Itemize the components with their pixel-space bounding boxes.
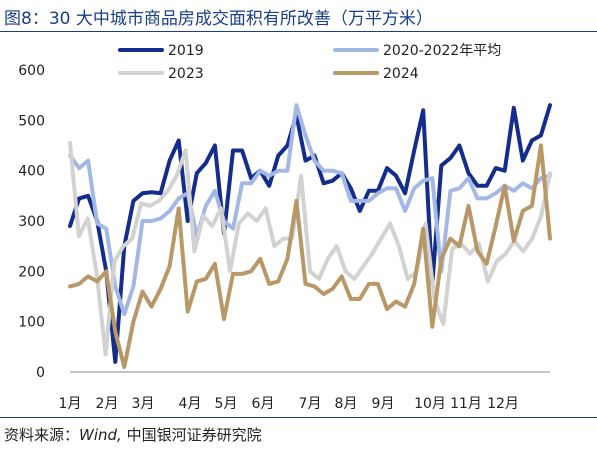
- x-tick-label: 1月: [59, 396, 82, 412]
- x-tick-label: 9月: [372, 396, 395, 412]
- y-tick-label: 600: [18, 63, 45, 79]
- series-line-0: [68, 103, 552, 364]
- series-line-3: [68, 143, 552, 369]
- chart-axes: 0 100 200 300 400 500 600 1月 2月 3月 4月 5月 6月 7月 8月 9月 10月…: [18, 63, 550, 412]
- x-tick-label: 8月: [335, 396, 358, 412]
- source-institute: 中国银河证券研究院: [121, 426, 262, 444]
- x-tick-label: 6月: [252, 396, 275, 412]
- x-tick-label: 5月: [215, 396, 238, 412]
- x-tick-label: 7月: [299, 396, 322, 412]
- source-wind: Wind,: [79, 426, 122, 444]
- source-note: 资料来源：Wind, 中国银河证券研究院: [4, 424, 262, 445]
- figure-title: 图8：30 大中城市商品房成交面积有所改善（万平方米）: [4, 9, 433, 29]
- x-tick-label: 12月: [487, 396, 519, 412]
- legend-label: 2023: [168, 66, 204, 82]
- x-tick-label: 2月: [96, 396, 119, 412]
- series-line-1: [68, 103, 552, 317]
- series-lines: [68, 103, 552, 369]
- series-line-2: [68, 141, 552, 357]
- source-divider: [0, 417, 597, 418]
- y-tick-label: 300: [18, 214, 45, 230]
- source-prefix: 资料来源：: [4, 426, 80, 444]
- x-tick-label: 10月: [414, 396, 446, 412]
- legend-label: 2020-2022年平均: [383, 43, 501, 59]
- legend-label: 2024: [383, 66, 419, 82]
- y-tick-label: 100: [18, 315, 45, 331]
- x-tick-label: 3月: [132, 396, 155, 412]
- chart-legend: 2019 2020-2022年平均 2023 2024: [118, 43, 501, 82]
- title-divider: [0, 31, 597, 32]
- x-tick-label: 11月: [450, 396, 482, 412]
- y-tick-label: 500: [18, 113, 45, 129]
- y-tick-label: 200: [18, 264, 45, 280]
- y-tick-label: 400: [18, 164, 45, 180]
- legend-label: 2019: [168, 43, 204, 59]
- x-tick-label: 4月: [179, 396, 202, 412]
- y-tick-label: 0: [36, 365, 45, 381]
